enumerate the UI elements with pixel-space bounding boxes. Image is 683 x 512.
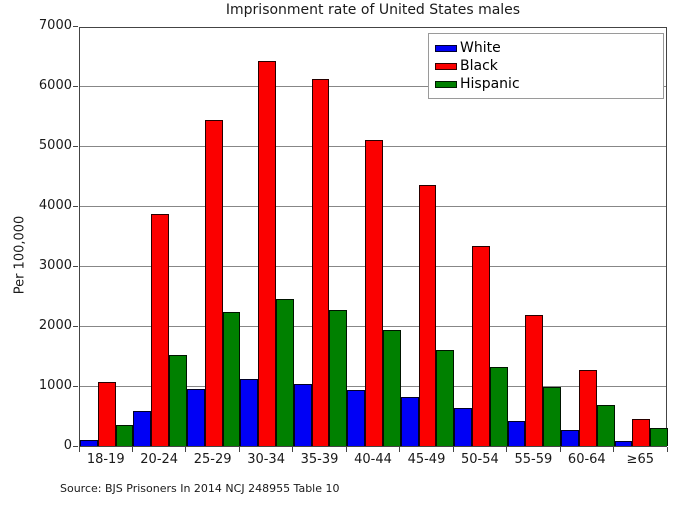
bar-white-50-54 xyxy=(454,408,472,446)
x-tick-5 xyxy=(345,447,347,452)
bar-hispanic-18-19 xyxy=(115,425,134,446)
x-tick-label-25-29: 25-29 xyxy=(193,452,232,467)
bar-black-40-44 xyxy=(365,140,383,446)
bar-white-45-49 xyxy=(400,397,419,446)
bar-hispanic-20-24 xyxy=(169,355,187,446)
bar-white-60-64 xyxy=(561,430,579,446)
x-tick-label-45-49: 45-49 xyxy=(407,452,446,467)
y-tick-4000 xyxy=(73,206,78,207)
y-tick-1000 xyxy=(73,386,78,387)
bar-black-20-24 xyxy=(151,214,170,446)
legend-item-black: Black xyxy=(435,57,657,75)
x-tick-label-18-19: 18-19 xyxy=(86,452,125,467)
chart-title: Imprisonment rate of United States males xyxy=(225,2,521,18)
bar-black-30-34 xyxy=(258,61,276,446)
bar-white-20-24 xyxy=(133,411,152,446)
bar-hispanic-30-34 xyxy=(276,299,294,446)
bar-white-35-39 xyxy=(293,384,312,446)
bar-black-60-64 xyxy=(578,370,597,446)
bar-hispanic-45-49 xyxy=(436,350,455,446)
y-tick-label-7000: 7000 xyxy=(38,18,72,33)
x-tick-9 xyxy=(559,447,561,452)
x-tick-1 xyxy=(131,447,133,452)
plot-area: White Black Hispanic xyxy=(79,27,668,447)
bar-white-18-19 xyxy=(80,440,98,446)
legend-swatch-white-icon xyxy=(435,44,457,52)
legend-item-white: White xyxy=(435,39,657,57)
y-tick-label-1000: 1000 xyxy=(38,378,72,393)
x-tick-label-≥65: ≥65 xyxy=(626,452,654,467)
legend-label-white: White xyxy=(460,40,501,56)
x-tick-label-40-44: 40-44 xyxy=(354,452,392,467)
bar-white-55-59 xyxy=(507,421,526,446)
x-tick-label-60-64: 60-64 xyxy=(567,452,606,467)
bar-white-30-34 xyxy=(240,379,259,446)
y-tick-label-6000: 6000 xyxy=(38,78,72,93)
y-tick-label-4000: 4000 xyxy=(38,198,72,213)
x-tick-3 xyxy=(238,447,240,452)
y-tick-7000 xyxy=(73,26,78,27)
y-tick-0 xyxy=(73,446,78,447)
source-note: Source: BJS Prisoners In 2014 NCJ 248955… xyxy=(60,482,340,495)
legend-label-black: Black xyxy=(460,58,498,74)
bar-black-25-29 xyxy=(204,120,223,446)
x-tick-2 xyxy=(185,447,187,452)
x-tick-label-55-59: 55-59 xyxy=(514,452,553,467)
bar-hispanic-50-54 xyxy=(489,367,508,446)
legend-item-hispanic: Hispanic xyxy=(435,75,657,93)
bar-hispanic-35-39 xyxy=(329,310,348,446)
bar-black-35-39 xyxy=(311,79,330,446)
x-tick-label-35-39: 35-39 xyxy=(300,452,339,467)
x-tick-0 xyxy=(78,447,80,452)
bar-hispanic-25-29 xyxy=(222,312,241,446)
x-tick-4 xyxy=(292,447,294,452)
y-axis-label: Per 100,000 xyxy=(12,215,28,295)
y-tick-label-2000: 2000 xyxy=(38,318,72,333)
x-tick-11 xyxy=(666,447,668,452)
y-tick-label-0: 0 xyxy=(63,438,72,453)
x-tick-label-30-34: 30-34 xyxy=(247,452,285,467)
bar-black-55-59 xyxy=(525,315,544,446)
legend-swatch-black-icon xyxy=(435,62,457,70)
gridline-6000 xyxy=(80,86,666,87)
y-tick-3000 xyxy=(73,266,78,267)
bar-black-45-49 xyxy=(418,185,437,446)
legend-swatch-hispanic-icon xyxy=(435,80,457,88)
bar-hispanic-40-44 xyxy=(382,330,401,446)
y-tick-label-3000: 3000 xyxy=(38,258,72,273)
y-tick-5000 xyxy=(73,146,78,147)
bar-white-40-44 xyxy=(347,390,366,446)
x-tick-10 xyxy=(613,447,615,452)
legend: White Black Hispanic xyxy=(428,33,664,99)
x-tick-6 xyxy=(399,447,401,452)
y-tick-6000 xyxy=(73,86,78,87)
x-tick-8 xyxy=(506,447,508,452)
y-tick-label-5000: 5000 xyxy=(38,138,72,153)
bar-white-≥65 xyxy=(614,441,633,446)
legend-label-hispanic: Hispanic xyxy=(460,76,520,92)
bar-hispanic-55-59 xyxy=(543,387,562,446)
bar-white-25-29 xyxy=(186,389,205,446)
x-tick-label-20-24: 20-24 xyxy=(140,452,179,467)
x-tick-7 xyxy=(452,447,454,452)
bar-hispanic-60-64 xyxy=(596,405,615,446)
y-tick-2000 xyxy=(73,326,78,327)
bar-hispanic-≥65 xyxy=(650,428,668,446)
bar-black-≥65 xyxy=(632,419,651,446)
bar-black-18-19 xyxy=(97,382,116,446)
x-tick-label-50-54: 50-54 xyxy=(461,452,499,467)
bar-black-50-54 xyxy=(472,246,490,446)
